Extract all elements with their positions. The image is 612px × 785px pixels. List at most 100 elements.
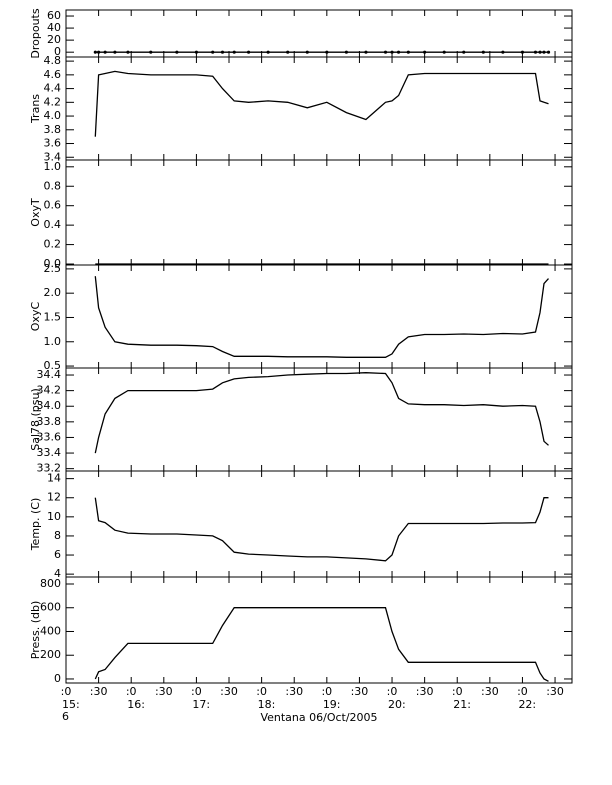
x-tick-label: :0	[126, 685, 137, 698]
x-tick-hour: 19:	[323, 698, 341, 711]
x-tick-hour: 20:	[388, 698, 406, 711]
y-tick-label: 4.4	[44, 82, 62, 95]
y-tick-label: 0	[54, 45, 61, 58]
x-tick-label: :30	[285, 685, 303, 698]
data-point	[344, 50, 348, 54]
y-tick-label: 800	[40, 577, 61, 590]
x-tick-hour: 21:	[453, 698, 471, 711]
data-point	[364, 50, 368, 54]
y-tick-label: 4.2	[44, 95, 62, 108]
y-tick-label: 14	[47, 472, 61, 485]
y-tick-label: 1.0	[44, 160, 62, 173]
data-point	[194, 50, 199, 54]
y-tick-label: 33.4	[37, 446, 62, 459]
panel-frame	[65, 264, 573, 369]
y-tick-label: 3.8	[44, 123, 62, 136]
data-point	[383, 50, 388, 54]
data-point	[113, 50, 117, 54]
y-tick-label: 4.0	[44, 109, 62, 122]
x-tick-day: 6	[62, 710, 69, 723]
data-line	[94, 276, 549, 358]
data-point	[546, 50, 551, 54]
x-tick-hour: 22:	[518, 698, 536, 711]
y-tick-label: 0.2	[44, 238, 62, 251]
x-axis-label: Ventana 06/Oct/2005	[260, 711, 377, 724]
y-tick-label: 200	[40, 648, 61, 661]
y-tick-label: 0.4	[44, 218, 62, 231]
data-point	[442, 50, 446, 54]
y-tick-label: 0	[54, 672, 61, 685]
x-tick-hour: 15:	[62, 698, 80, 711]
data-point	[266, 50, 270, 54]
panel-frame	[65, 576, 573, 684]
y-tick-label: 400	[40, 624, 61, 637]
y-tick-label: 0.6	[44, 199, 62, 212]
x-tick-label: :30	[351, 685, 369, 698]
data-point	[406, 50, 410, 54]
x-tick-label: :30	[481, 685, 499, 698]
y-tick-label: 4.6	[44, 68, 62, 81]
data-line	[94, 607, 549, 682]
data-point	[220, 50, 225, 54]
y-axis-label: Sal78 (psu)	[29, 388, 42, 451]
y-tick-label: 33.6	[37, 430, 62, 443]
data-point	[423, 50, 427, 54]
y-tick-label: 34.0	[37, 399, 62, 412]
data-point	[211, 50, 215, 54]
data-point	[93, 50, 97, 54]
x-tick-hour: 17:	[192, 698, 210, 711]
y-tick-label: 34.2	[37, 384, 62, 397]
y-tick-label: 3.4	[44, 150, 62, 163]
x-tick-label: :0	[61, 685, 72, 698]
data-point	[390, 50, 394, 54]
data-point	[481, 50, 485, 54]
y-tick-label: 33.8	[37, 415, 62, 428]
data-point	[97, 50, 101, 54]
x-tick-label: :0	[517, 685, 528, 698]
panel-frame	[65, 159, 573, 266]
y-tick-label: 0.0	[44, 257, 62, 270]
data-point	[126, 50, 130, 54]
y-tick-label: 2.5	[44, 262, 62, 275]
y-tick-label: 0.8	[44, 179, 62, 192]
y-tick-label: 0.5	[44, 359, 62, 372]
y-axis-label: Press. (db)	[29, 601, 42, 660]
data-point	[103, 50, 107, 54]
x-tick-hour: 18:	[258, 698, 276, 711]
y-tick-label: 34.4	[37, 368, 62, 381]
data-point	[305, 50, 309, 54]
panel-frame	[65, 367, 573, 472]
data-point	[462, 50, 466, 54]
data-line	[94, 70, 549, 137]
data-point	[286, 50, 290, 54]
panel-frame	[65, 470, 573, 578]
data-point	[175, 50, 179, 54]
x-tick-label: :0	[256, 685, 267, 698]
y-tick-label: 33.2	[37, 462, 62, 475]
y-tick-label: 3.6	[44, 137, 62, 150]
x-tick-label: :0	[452, 685, 463, 698]
y-tick-label: 1.5	[44, 310, 62, 323]
data-point	[538, 50, 542, 54]
data-point	[520, 50, 525, 54]
data-point	[533, 50, 538, 54]
data-point	[542, 50, 546, 54]
x-tick-label: :0	[321, 685, 332, 698]
y-tick-label: 10	[47, 510, 61, 523]
data-line	[94, 372, 549, 454]
x-tick-label: :30	[90, 685, 108, 698]
data-point	[232, 50, 236, 54]
y-tick-label: 12	[47, 491, 61, 504]
y-axis-label: Dropouts	[29, 8, 42, 58]
x-tick-hour: 16:	[127, 698, 145, 711]
x-tick-label: :0	[191, 685, 202, 698]
y-tick-label: 4.8	[44, 54, 62, 67]
x-tick-label: :30	[220, 685, 238, 698]
y-axis-label: Temp. (C)	[29, 498, 42, 552]
y-tick-label: 1.0	[44, 335, 62, 348]
panel-frame	[65, 9, 573, 58]
y-tick-label: 8	[54, 529, 61, 542]
x-tick-label: :30	[416, 685, 434, 698]
data-line	[94, 497, 549, 562]
